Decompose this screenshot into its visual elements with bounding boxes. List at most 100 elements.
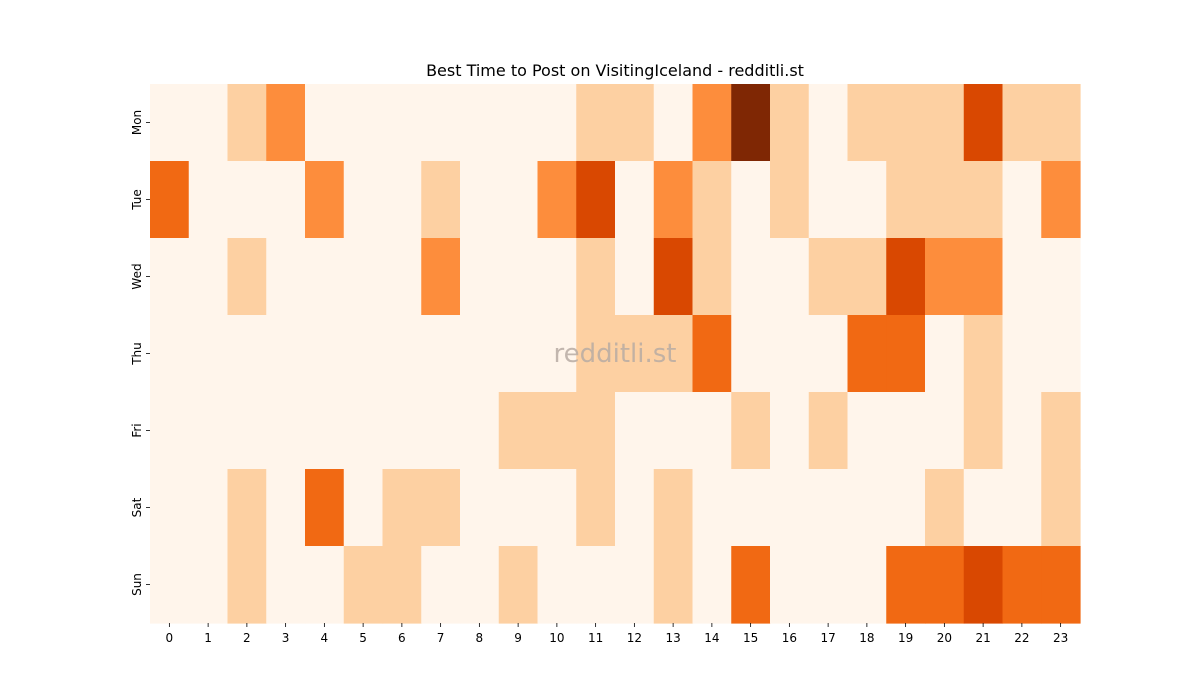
heatmap-cell: [188, 392, 229, 470]
heatmap-cell: [1002, 84, 1042, 162]
heatmap-cell: [1002, 546, 1042, 624]
heatmap-cell: [305, 161, 345, 239]
heatmap-cell: [925, 315, 965, 393]
heatmap-cell: [343, 469, 384, 547]
heatmap-cell: [343, 315, 384, 393]
heatmap-cell: [692, 238, 732, 316]
x-tick-label: 9: [514, 631, 522, 645]
heatmap-cells: [150, 84, 1081, 624]
heatmap-cell: [615, 238, 655, 316]
heatmap-cell: [653, 546, 694, 624]
heatmap-cell: [382, 546, 422, 624]
heatmap-cell: [460, 161, 500, 239]
heatmap-cell: [266, 84, 306, 162]
heatmap-cell: [925, 238, 965, 316]
heatmap-cell: [343, 546, 384, 624]
heatmap-cell: [731, 392, 771, 470]
heatmap-cell: [615, 469, 655, 547]
heatmap-cell: [382, 84, 422, 162]
heatmap-cell: [963, 238, 1004, 316]
heatmap-cell: [1041, 238, 1081, 316]
heatmap-cell: [460, 546, 500, 624]
heatmap-cell: [305, 392, 345, 470]
heatmap-cell: [925, 84, 965, 162]
heatmap-cell: [1041, 469, 1081, 547]
x-axis: 0 1 2 3 4 5 6 7 8 9 10 11 12 13 14 15 16 17 18 19 20 21 22 23: [166, 623, 1068, 645]
x-tick-label: 0: [166, 631, 174, 645]
x-tick-label: 19: [898, 631, 913, 645]
heatmap-cell: [731, 469, 771, 547]
heatmap-cell: [382, 238, 422, 316]
y-tick-label: Wed: [130, 263, 144, 289]
y-tick-label: Thu: [130, 342, 144, 366]
heatmap-cell: [1041, 546, 1081, 624]
heatmap-cell: [421, 546, 461, 624]
x-tick-label: 20: [937, 631, 952, 645]
heatmap-cell: [576, 84, 616, 162]
heatmap-cell: [460, 392, 500, 470]
heatmap-cell: [731, 546, 771, 624]
heatmap-cell: [498, 392, 539, 470]
chart-title: Best Time to Post on VisitingIceland - r…: [426, 61, 804, 80]
heatmap-cell: [266, 469, 306, 547]
heatmap-cell: [421, 392, 461, 470]
heatmap-cell: [188, 315, 229, 393]
heatmap-cell: [1041, 161, 1081, 239]
heatmap-cell: [1041, 315, 1081, 393]
x-tick-label: 15: [743, 631, 758, 645]
heatmap-cell: [227, 161, 267, 239]
heatmap-cell: [150, 469, 190, 547]
watermark-text: redditli.st: [554, 339, 677, 369]
y-tick-label: Mon: [130, 110, 144, 135]
heatmap-cell: [382, 392, 422, 470]
heatmap-cell: [770, 315, 810, 393]
heatmap-cell: [770, 238, 810, 316]
heatmap-cell: [770, 161, 810, 239]
y-tick-label: Sat: [130, 497, 144, 517]
heatmap-cell: [421, 315, 461, 393]
heatmap-cell: [460, 84, 500, 162]
heatmap-cell: [382, 161, 422, 239]
heatmap-cell: [227, 546, 267, 624]
heatmap-cell: [460, 238, 500, 316]
heatmap-cell: [808, 315, 849, 393]
heatmap-cell: [692, 84, 732, 162]
heatmap-cell: [305, 315, 345, 393]
y-tick-label: Sun: [130, 573, 144, 596]
heatmap-cell: [847, 238, 887, 316]
heatmap-cell: [808, 161, 849, 239]
heatmap-cell: [382, 469, 422, 547]
heatmap-cell: [615, 546, 655, 624]
y-tick-label: Fri: [130, 423, 144, 437]
heatmap-cell: [963, 546, 1004, 624]
heatmap-cell: [150, 84, 190, 162]
heatmap-cell: [305, 84, 345, 162]
heatmap-cell: [731, 161, 771, 239]
heatmap-cell: [498, 546, 539, 624]
heatmap-cell: [692, 161, 732, 239]
heatmap-cell: [498, 469, 539, 547]
heatmap-cell: [537, 546, 577, 624]
heatmap-cell: [576, 238, 616, 316]
heatmap-cell: [963, 392, 1004, 470]
heatmap-cell: [150, 392, 190, 470]
heatmap-cell: [731, 84, 771, 162]
heatmap-cell: [576, 469, 616, 547]
heatmap-cell: [1002, 392, 1042, 470]
heatmap-cell: [925, 546, 965, 624]
heatmap-cell: [537, 84, 577, 162]
heatmap-cell: [343, 238, 384, 316]
heatmap-cell: [886, 84, 926, 162]
heatmap-cell: [653, 315, 694, 393]
heatmap-cell: [963, 469, 1004, 547]
heatmap-cell: [537, 161, 577, 239]
heatmap-cell: [537, 392, 577, 470]
heatmap-cell: [886, 392, 926, 470]
heatmap-cell: [150, 161, 190, 239]
heatmap-cell: [653, 238, 694, 316]
heatmap-cell: [305, 469, 345, 547]
heatmap-cell: [847, 161, 887, 239]
heatmap-cell: [305, 546, 345, 624]
heatmap-cell: [227, 315, 267, 393]
